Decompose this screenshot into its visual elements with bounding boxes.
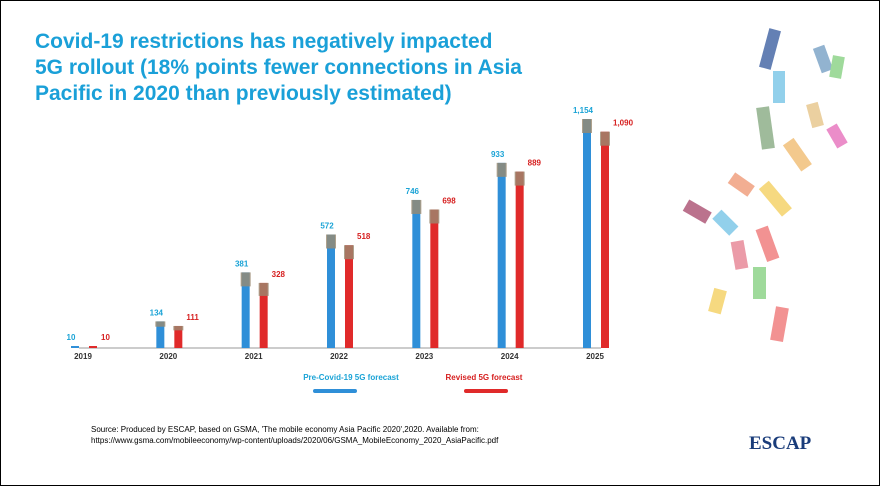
cable-head — [411, 199, 422, 214]
cable-head — [326, 234, 336, 249]
value-label: 381 — [235, 259, 249, 268]
legend-swatch — [464, 389, 508, 393]
bar — [327, 234, 335, 348]
x-tick-label: 2020 — [159, 352, 177, 361]
cable-head — [600, 131, 610, 146]
source-line: https://www.gsma.com/mobileeconomy/wp-co… — [91, 436, 499, 445]
decoration — [682, 28, 848, 342]
x-tick-label: 2025 — [586, 352, 604, 361]
value-label: 746 — [406, 187, 420, 196]
bar — [345, 245, 353, 348]
bar — [430, 209, 439, 348]
x-tick-label: 2023 — [415, 352, 433, 361]
source-line: Source: Produced by ESCAP, based on GSMA… — [91, 425, 479, 434]
cable-head — [258, 282, 269, 296]
value-label: 933 — [491, 150, 505, 159]
bar — [497, 162, 506, 348]
x-tick-label: 2021 — [245, 352, 263, 361]
bar — [412, 199, 421, 348]
cable-head — [173, 325, 184, 331]
cable-head — [344, 245, 354, 260]
bar — [174, 325, 183, 348]
value-label: 1,154 — [573, 106, 594, 115]
value-label: 10 — [101, 333, 110, 342]
value-label: 889 — [528, 159, 542, 168]
bar — [71, 346, 79, 348]
bar — [156, 321, 165, 348]
bar — [583, 119, 591, 348]
logo: ESCAP — [749, 433, 812, 454]
x-tick-label: 2022 — [330, 352, 348, 361]
value-label: 134 — [150, 308, 164, 317]
value-label: 328 — [272, 270, 286, 279]
value-label: 10 — [67, 333, 76, 342]
cable-head — [582, 119, 592, 133]
bar — [515, 171, 524, 348]
bar — [259, 282, 268, 348]
value-label: 1,090 — [613, 119, 634, 128]
value-label: 572 — [320, 221, 334, 230]
cable-head — [514, 171, 525, 186]
value-label: 518 — [357, 232, 371, 241]
bar — [601, 131, 609, 348]
legend-label: Pre-Covid-19 5G forecast — [303, 373, 399, 382]
cable-head — [496, 162, 507, 177]
legend-label: Revised 5G forecast — [446, 373, 523, 382]
x-tick-label: 2019 — [74, 352, 92, 361]
legend-swatch — [313, 389, 357, 393]
slide-title: Covid-19 restrictions has negatively imp… — [35, 30, 522, 105]
bar — [241, 272, 250, 348]
bar — [89, 346, 97, 348]
value-label: 111 — [186, 313, 199, 322]
cable-head — [155, 321, 166, 327]
x-tick-label: 2024 — [501, 352, 519, 361]
value-label: 698 — [442, 196, 456, 205]
cable-head — [429, 209, 440, 224]
cable-head — [240, 272, 251, 287]
